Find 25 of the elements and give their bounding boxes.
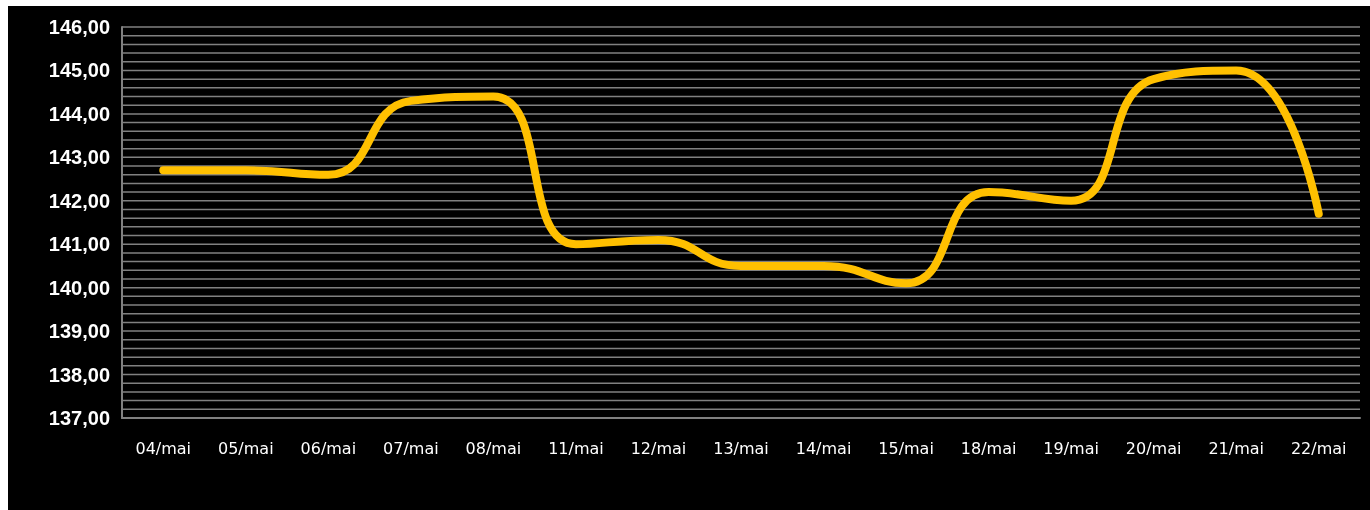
- y-tick-label: 143,00: [48, 146, 110, 169]
- x-tick-label: 22/mai: [1290, 438, 1347, 458]
- y-tick-label: 146,00: [48, 16, 110, 38]
- y-tick-label: 137,00: [48, 407, 110, 429]
- x-tick-label: 08/mai: [465, 438, 522, 458]
- y-tick-label: 138,00: [48, 363, 110, 386]
- x-tick-label: 18/mai: [960, 438, 1017, 458]
- y-tick-label: 142,00: [48, 189, 110, 212]
- x-tick-label: 05/mai: [218, 438, 274, 458]
- x-tick-label: 06/mai: [300, 438, 357, 458]
- y-tick-label: 144,00: [48, 102, 110, 125]
- x-tick-label: 13/mai: [713, 438, 769, 458]
- y-tick-label: 145,00: [48, 59, 110, 82]
- x-tick-label: 07/mai: [383, 438, 439, 458]
- x-tick-label: 15/mai: [878, 438, 934, 458]
- y-tick-label: 139,00: [48, 320, 110, 343]
- y-tick-label: 140,00: [48, 276, 110, 299]
- x-tick-label: 14/mai: [795, 438, 852, 458]
- x-tick-label: 20/mai: [1125, 438, 1182, 458]
- x-tick-label: 04/mai: [135, 438, 192, 458]
- x-tick-label: 11/mai: [548, 438, 604, 458]
- x-tick-label: 19/mai: [1043, 438, 1099, 458]
- y-tick-label: 141,00: [48, 233, 110, 256]
- x-tick-label: 12/mai: [630, 438, 687, 458]
- x-tick-label: 21/mai: [1208, 438, 1264, 458]
